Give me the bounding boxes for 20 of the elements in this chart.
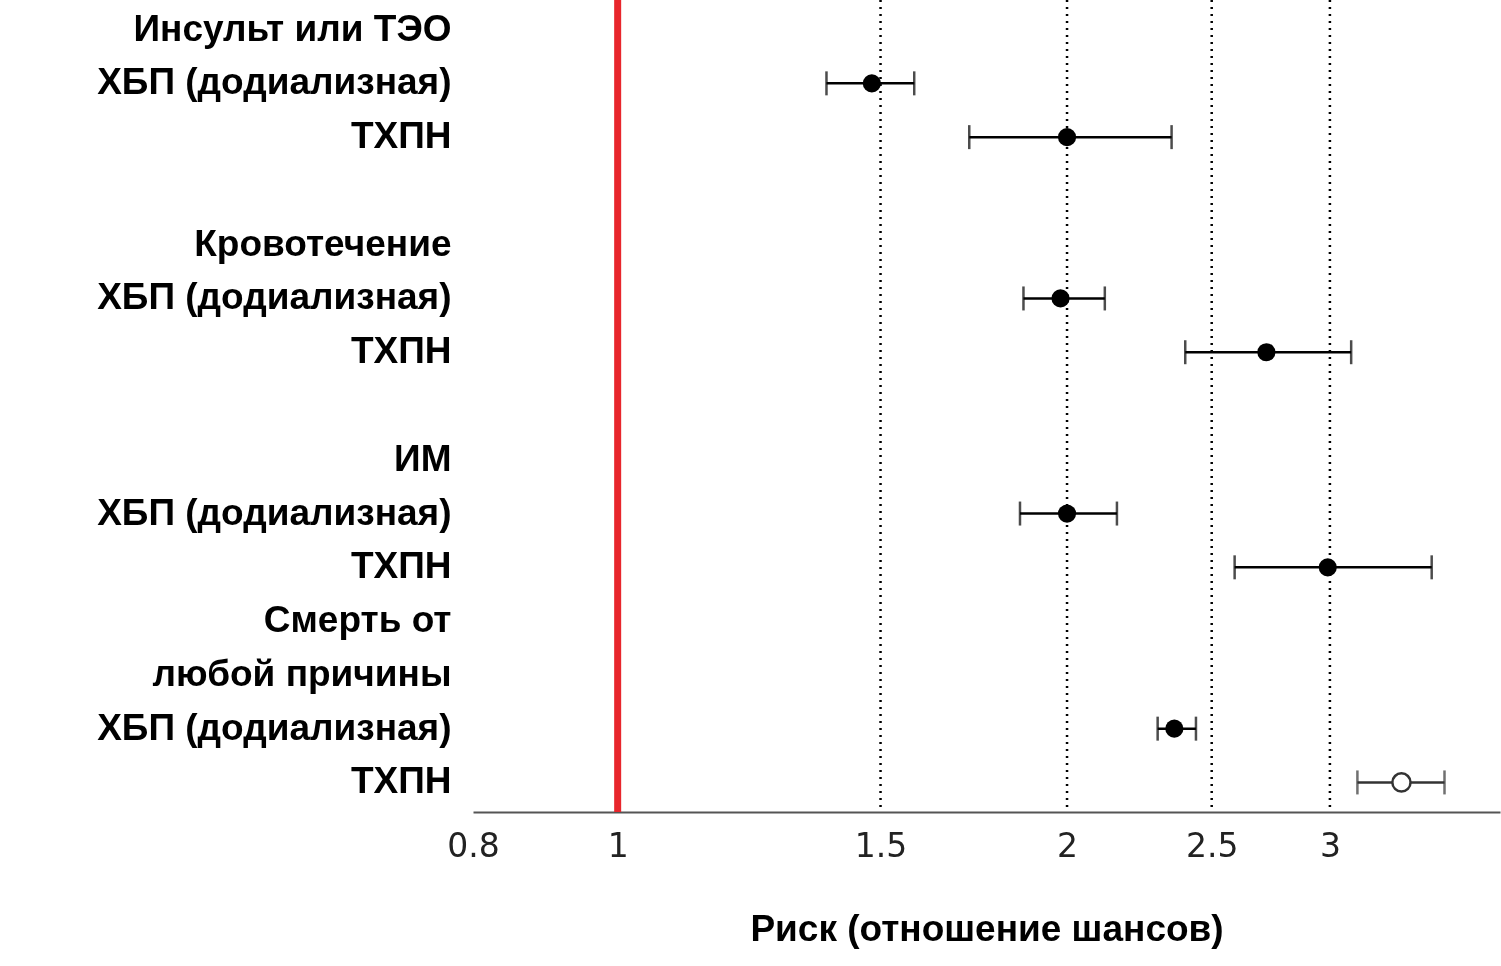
y-tick-label: Инсульт или ТЭО [133, 7, 452, 49]
y-tick-label: любой причины [152, 652, 452, 694]
x-tick-label: 2 [1057, 825, 1079, 865]
x-tick-label: 2.5 [1185, 825, 1239, 865]
y-tick-label: Смерть от [263, 599, 452, 641]
y-tick-label: ИМ [394, 437, 452, 479]
y-tick-label: ТХПН [350, 330, 452, 372]
x-tick-label: 3 [1319, 825, 1341, 865]
x-tick-label: 0.8 [447, 825, 500, 865]
x-tick-label: 1 [607, 825, 629, 865]
y-tick-label: ХБП (додиализная) [97, 276, 452, 318]
y-tick-label: ТХПН [350, 545, 452, 587]
y-tick-label: ХБП (додиализная) [97, 706, 452, 748]
y-tick-label: ХБП (додиализная) [97, 61, 452, 103]
x-axis-title: Риск (отношение шансов) [750, 907, 1224, 949]
y-tick-label: ТХПН [350, 115, 452, 157]
y-tick-label: ТХПН [350, 760, 452, 802]
y-tick-label: ХБП (додиализная) [97, 491, 452, 533]
x-tick-label: 1.5 [854, 825, 908, 865]
y-tick-label: Кровотечение [194, 222, 452, 264]
